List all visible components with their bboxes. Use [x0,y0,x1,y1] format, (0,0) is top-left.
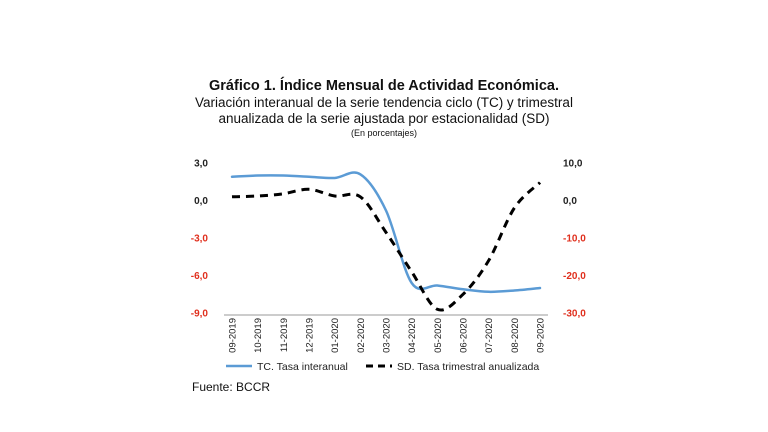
series-line-tc [230,171,542,294]
left-tick-label: -3,0 [191,234,209,245]
right-tick-label: -10,0 [563,234,586,245]
right-tick-label: -30,0 [563,309,586,320]
x-tick-label: 12-2019 [305,318,316,353]
x-tick-label: 02-2020 [356,318,367,353]
legend-label: TC. Tasa interanual [257,361,348,373]
right-tick-label: -20,0 [563,271,586,282]
x-tick-label: 03-2020 [382,318,393,353]
left-axis-ticks: 3,0 0,0 -3,0 -6,0 -9,0 [191,159,209,320]
left-tick-label: -6,0 [191,271,209,282]
x-tick-label: 04-2020 [407,318,418,353]
right-tick-label: 0,0 [563,196,577,207]
chart-title: Gráfico 1. Índice Mensual de Actividad E… [209,78,559,94]
x-tick-label: 06-2020 [459,318,470,353]
x-tick-label: 01-2020 [330,318,341,353]
title-block: Gráfico 1. Índice Mensual de Actividad E… [0,78,768,139]
left-tick-label: -9,0 [191,309,209,320]
x-tick-label: 09-2019 [228,318,239,353]
source-note: Fuente: BCCR [192,380,271,394]
legend: TC. Tasa interanual SD. Tasa trimestral a… [226,361,539,373]
left-tick-label: 0,0 [194,196,208,207]
legend-label: SD. Tasa trimestral anualizada [397,361,539,373]
x-tick-label: 05-2020 [433,318,444,353]
left-tick-label: 3,0 [194,159,208,170]
x-tick-label: 08-2020 [510,318,521,353]
x-tick-label: 09-2020 [536,318,547,353]
right-axis-ticks: 10,0 0,0 -10,0 -20,0 -30,0 [563,159,586,320]
x-tick-label: 11-2019 [279,318,290,352]
series-line-sd [231,181,542,312]
chart-subtitle: Variación interanual de la serie tendenc… [195,95,573,126]
x-tick-label: 10-2019 [253,318,264,353]
series-group [230,171,542,312]
unit-note: (En porcentajes) [350,128,418,138]
x-axis-ticks: 09-2019 10-2019 11-2019 12-2019 01-2020 02-20… [228,318,547,353]
x-tick-label: 07-2020 [484,318,495,353]
right-tick-label: 10,0 [563,159,583,170]
